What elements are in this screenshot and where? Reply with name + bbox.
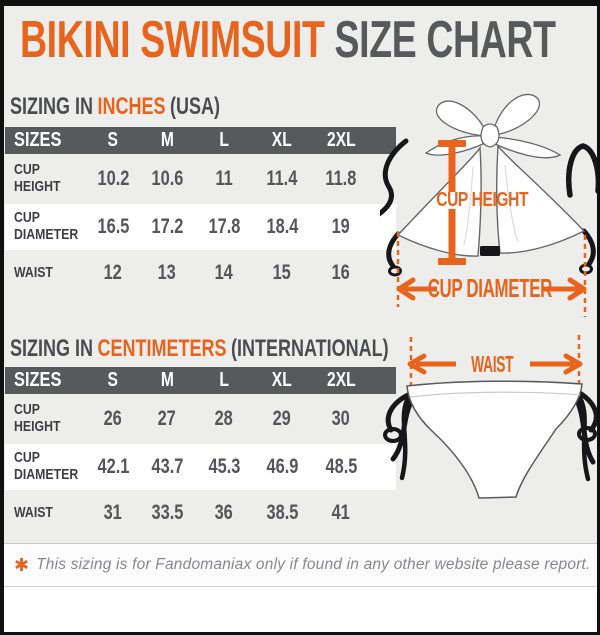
- footnote-text: This sizing is for Fandomaniax only if f…: [36, 556, 591, 573]
- footnote: ✱ This sizing is for Fandomaniax only if…: [4, 543, 597, 587]
- size-value: 11.8: [325, 167, 357, 190]
- table-row: CUP DIAMETER 16.5 17.2 17.8 18.4 19: [5, 204, 396, 250]
- waist-measure: [407, 335, 583, 389]
- size-value: 26: [103, 407, 123, 430]
- table-row: WAIST 12 13 14 15 16: [5, 250, 396, 296]
- size-value: 16: [331, 261, 351, 284]
- heading-post: (USA): [170, 93, 221, 120]
- column-header: M: [160, 369, 174, 391]
- heading-pre: SIZING IN: [10, 93, 94, 120]
- column-header: S: [107, 369, 119, 391]
- row-label: CUP HEIGHT: [14, 401, 61, 435]
- size-value: 17.2: [151, 215, 183, 238]
- size-value: 36: [214, 501, 234, 524]
- table-row: WAIST 31 33.5 36 38.5 41: [5, 490, 396, 536]
- size-value: 29: [272, 407, 292, 430]
- size-value: 38.5: [266, 501, 298, 524]
- heading-unit: CENTIMETERS: [97, 335, 227, 362]
- size-value: 31: [103, 501, 123, 524]
- size-value: 33.5: [151, 501, 183, 524]
- table-row: CUP HEIGHT 10.2 10.6 11 11.4 11.8: [5, 154, 396, 204]
- size-value: 43.7: [151, 455, 183, 478]
- column-header: L: [219, 129, 229, 151]
- bikini-measurement-diagram: CUP HEIGHT CUP DIAMETER WAIST: [380, 93, 597, 499]
- column-header: 2XL: [326, 369, 356, 391]
- column-header: SIZES: [14, 129, 62, 152]
- column-header: M: [160, 129, 174, 151]
- row-label: CUP DIAMETER: [14, 209, 79, 243]
- section-heading-inches: SIZING IN INCHES (USA): [10, 93, 225, 121]
- row-label: WAIST: [14, 263, 53, 281]
- title-product: BIKINI SWIMSUIT: [20, 11, 325, 69]
- size-value: 46.9: [266, 455, 298, 478]
- table-header-row: SIZES S M L XL 2XL: [5, 367, 396, 394]
- table-row: CUP HEIGHT 26 27 28 29 30: [5, 394, 396, 444]
- size-value: 48.5: [325, 455, 357, 478]
- column-header: XL: [272, 129, 292, 151]
- size-value: 41: [331, 501, 351, 524]
- title-suffix: SIZE CHART: [334, 11, 556, 69]
- cup-diameter-label: CUP DIAMETER: [428, 273, 553, 303]
- page-title: BIKINI SWIMSUIT SIZE CHART: [20, 12, 556, 68]
- size-value: 11.4: [266, 167, 298, 190]
- size-value: 27: [157, 407, 177, 430]
- heading-pre: SIZING IN: [10, 335, 94, 362]
- bikini-top-illustration: [380, 93, 597, 277]
- heading-unit: INCHES: [97, 93, 166, 120]
- size-value: 11: [215, 167, 233, 190]
- column-header: S: [107, 129, 119, 151]
- section-heading-centimeters: SIZING IN CENTIMETERS (INTERNATIONAL): [10, 335, 393, 363]
- column-header: XL: [272, 369, 292, 391]
- size-value: 15: [272, 261, 292, 284]
- size-value: 28: [214, 407, 234, 430]
- size-table-inches: SIZES S M L XL 2XL CUP HEIGHT 10.2 10.6 …: [5, 127, 396, 296]
- cup-diameter-measure: [396, 232, 587, 317]
- column-header: SIZES: [14, 369, 62, 392]
- size-value: 13: [157, 261, 177, 284]
- table-row: CUP DIAMETER 42.1 43.7 45.3 46.9 48.5: [5, 444, 396, 490]
- heading-post: (INTERNATIONAL): [231, 335, 389, 362]
- size-value: 30: [331, 407, 351, 430]
- column-header: 2XL: [326, 129, 356, 151]
- waist-label: WAIST: [471, 353, 514, 378]
- size-value: 14: [214, 261, 234, 284]
- size-value: 16.5: [97, 215, 129, 238]
- row-label: CUP HEIGHT: [14, 161, 61, 195]
- canvas: BIKINI SWIMSUIT SIZE CHART SIZING IN INCH…: [4, 6, 597, 632]
- asterisk-icon: ✱: [14, 554, 30, 575]
- row-label: CUP DIAMETER: [14, 449, 79, 483]
- cup-height-label: CUP HEIGHT: [436, 188, 528, 210]
- size-value: 12: [103, 261, 123, 284]
- row-label: WAIST: [14, 503, 53, 521]
- size-value: 10.2: [97, 167, 129, 190]
- size-value: 18.4: [266, 215, 298, 238]
- size-table-centimeters: SIZES S M L XL 2XL CUP HEIGHT 26 27 28 2…: [5, 367, 396, 536]
- size-value: 10.6: [151, 167, 183, 190]
- size-value: 42.1: [97, 455, 129, 478]
- table-header-row: SIZES S M L XL 2XL: [5, 127, 396, 154]
- footer-area: ✱ This sizing is for Fandomaniax only if…: [4, 543, 597, 632]
- size-value: 45.3: [208, 455, 240, 478]
- bikini-bottom-illustration: [383, 380, 597, 499]
- column-header: L: [219, 369, 229, 391]
- size-value: 19: [331, 215, 351, 238]
- cup-height-measure: [438, 140, 466, 265]
- size-value: 17.8: [208, 215, 240, 238]
